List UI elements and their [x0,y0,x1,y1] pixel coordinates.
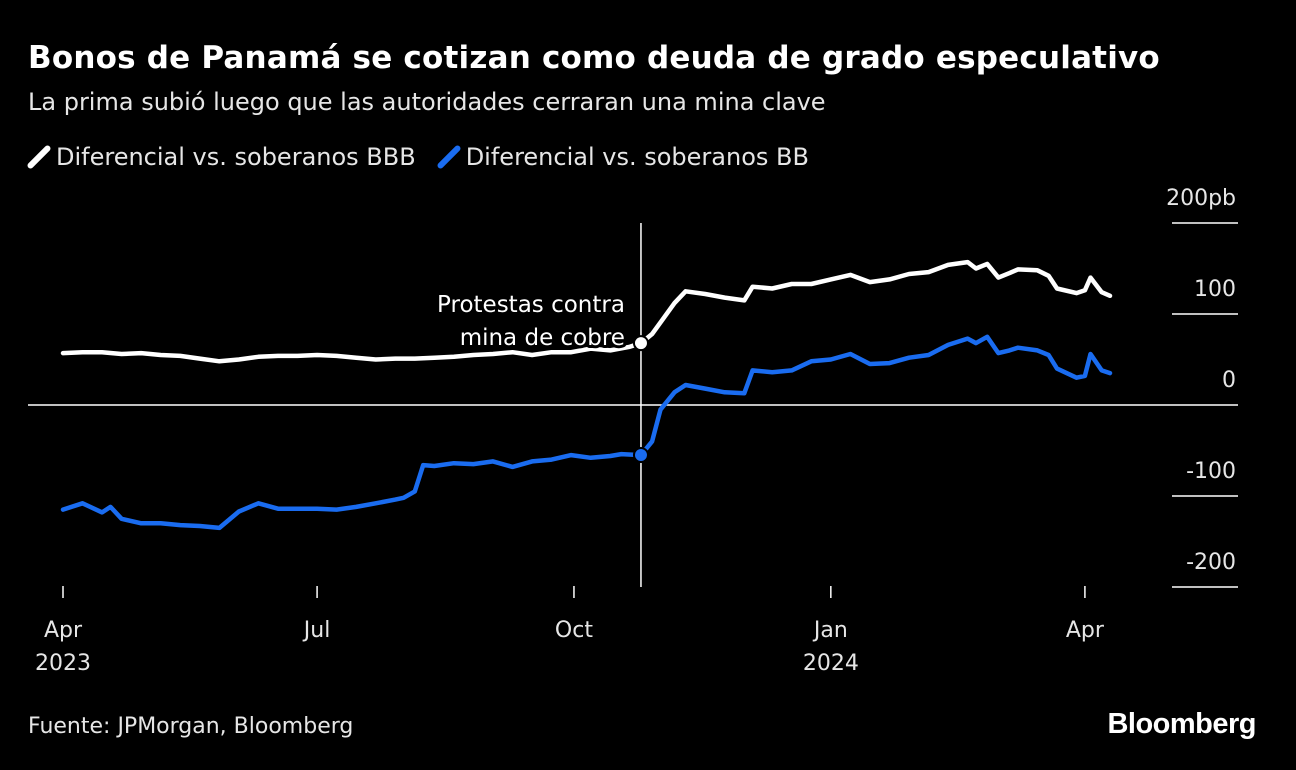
annotation-point-bb [632,447,649,464]
x-tick-year: 2024 [803,651,859,676]
series-line-bbb [60,259,1113,364]
y-tick-label: 0 [1222,368,1236,393]
y-axis-gridlines: 200pb 100 0 -100 -200 [28,186,1238,588]
chart-title: Bonos de Panamá se cotizan como deuda de… [28,40,1160,76]
legend-label-bbb: Diferencial vs. soberanos BBB [56,143,416,171]
legend: Diferencial vs. soberanos BBB Diferencia… [26,142,831,172]
x-tick-label: Apr [1066,618,1105,643]
annotation-label-line: Protestas contra [437,292,625,318]
series-layer [60,259,1113,531]
legend-item-bb: Diferencial vs. soberanos BB [435,142,809,172]
x-axis: Apr 2023 Jul Oct Jan 2024 Apr [35,586,1105,676]
y-tick-label: -200 [1186,550,1236,575]
x-tick-year: 2023 [35,651,91,676]
x-tick-label: Jul [302,618,331,643]
x-tick-label: Apr [44,618,83,643]
annotation-point-bbb [632,335,649,352]
y-tick-label: 200pb [1166,186,1236,211]
legend-label-bb: Diferencial vs. soberanos BB [465,143,809,171]
annotation-label-line: mina de cobre [460,325,625,351]
source-note: Fuente: JPMorgan, Bloomberg [28,714,354,739]
y-tick-label: 100 [1194,277,1236,302]
chart-subtitle: La prima subió luego que las autoridades… [28,88,826,116]
series-line-bb [60,334,1113,531]
y-tick-label: -100 [1186,459,1236,484]
annotation-text: Protestas contra mina de cobre [434,289,628,354]
legend-item-bbb: Diferencial vs. soberanos BBB [26,142,416,172]
x-tick-label: Jan [812,618,848,643]
bloomberg-logo: Bloomberg [1107,708,1256,740]
x-tick-label: Oct [555,618,593,643]
